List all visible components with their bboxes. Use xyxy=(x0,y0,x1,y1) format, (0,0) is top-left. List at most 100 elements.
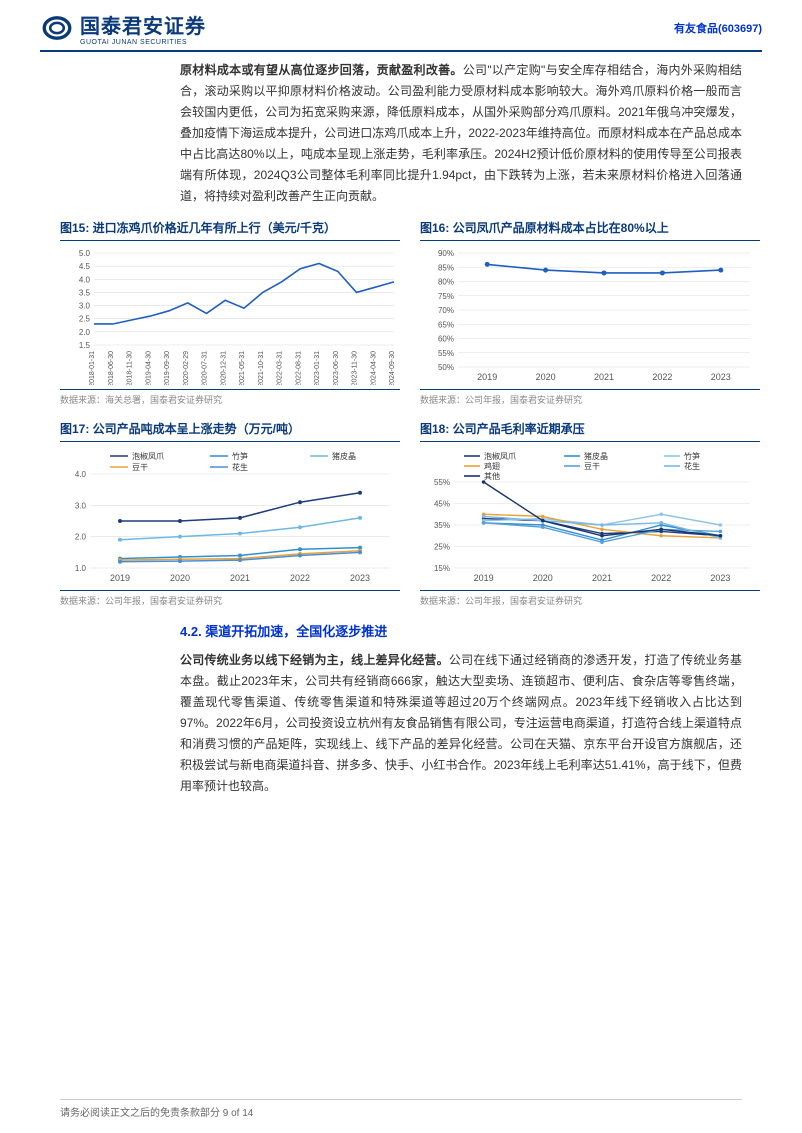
svg-text:2022-08-31: 2022-08-31 xyxy=(295,351,302,385)
fig15-source: 数据来源：海关总署，国泰君安证券研究 xyxy=(60,393,400,406)
svg-text:2020-12-31: 2020-12-31 xyxy=(220,351,227,385)
fig16-title: 图16: 公司凤爪产品原材料成本占比在80%以上 xyxy=(420,219,760,236)
fig16-chart: 50%55%60%65%70%75%80%85%90%2019202020212… xyxy=(420,240,760,390)
intro-block: 原材料成本或有望从高位逐步回落，贡献盈利改善。公司"以产定购"与安全库存相结合，… xyxy=(0,60,802,207)
svg-text:2021: 2021 xyxy=(230,573,250,583)
svg-text:2020: 2020 xyxy=(536,372,556,382)
page-footer: 请务必阅读正文之后的免责条款部分 9 of 14 xyxy=(0,1099,802,1119)
svg-text:2019-04-30: 2019-04-30 xyxy=(145,351,152,385)
section-4-2-block: 公司传统业务以线下经销为主，线上差异化经营。公司在线下通过经销商的渗透开发，打造… xyxy=(0,650,802,797)
svg-text:2023-06-30: 2023-06-30 xyxy=(333,351,340,385)
footer-rule xyxy=(60,1099,742,1100)
svg-text:猪皮晶: 猪皮晶 xyxy=(332,451,356,461)
svg-text:15%: 15% xyxy=(434,564,450,573)
svg-text:55%: 55% xyxy=(434,478,450,487)
fig18-chart: 泡椒凤爪猪皮晶竹笋鸡翅豆干花生其他15%25%35%45%55%20192020… xyxy=(420,441,760,591)
svg-text:其他: 其他 xyxy=(484,471,500,481)
chart-grid: 图15: 进口冻鸡爪价格近几年有所上行（美元/千克） 1.52.02.53.03… xyxy=(0,207,802,607)
svg-text:2.0: 2.0 xyxy=(79,328,91,337)
svg-text:3.5: 3.5 xyxy=(79,288,91,297)
section-4-2-bold: 公司传统业务以线下经销为主，线上差异化经营。 xyxy=(180,653,449,667)
svg-text:豆干: 豆干 xyxy=(584,462,600,471)
svg-text:75%: 75% xyxy=(438,292,454,301)
svg-text:90%: 90% xyxy=(438,249,454,258)
logo-text-en: GUOTAI JUNAN SECURITIES xyxy=(80,39,206,46)
fig17-cell: 图17: 公司产品吨成本呈上涨走势（万元/吨） 泡椒凤爪 竹笋 猪皮晶豆干 花生 1.0… xyxy=(60,420,400,607)
svg-text:2023: 2023 xyxy=(350,573,370,583)
section-4-2-paragraph: 公司传统业务以线下经销为主，线上差异化经营。公司在线下通过经销商的渗透开发，打造… xyxy=(180,650,742,797)
svg-text:65%: 65% xyxy=(438,320,454,329)
svg-text:2018-06-30: 2018-06-30 xyxy=(108,351,115,385)
svg-text:3.0: 3.0 xyxy=(75,501,87,510)
svg-text:2023: 2023 xyxy=(710,573,730,583)
fig17-chart: 泡椒凤爪 竹笋 猪皮晶豆干 花生 1.0 2.0 3.0 4.0 2019 2020 2021 202… xyxy=(60,441,400,591)
svg-text:2021: 2021 xyxy=(594,372,614,382)
fig17-title: 图17: 公司产品吨成本呈上涨走势（万元/吨） xyxy=(60,420,400,437)
svg-text:2021-10-31: 2021-10-31 xyxy=(258,351,265,385)
svg-text:2020-02-29: 2020-02-29 xyxy=(183,351,190,385)
svg-text:竹笋: 竹笋 xyxy=(232,451,248,461)
fig17-source: 数据来源：公司年报，国泰君安证券研究 xyxy=(60,594,400,607)
svg-text:3.0: 3.0 xyxy=(79,302,91,311)
svg-text:4.0: 4.0 xyxy=(75,470,87,479)
svg-text:2021-05-31: 2021-05-31 xyxy=(239,351,246,385)
svg-text:2023-11-30: 2023-11-30 xyxy=(352,351,359,385)
intro-paragraph: 原材料成本或有望从高位逐步回落，贡献盈利改善。公司"以产定购"与安全库存相结合，… xyxy=(180,60,742,207)
svg-text:2024-04-30: 2024-04-30 xyxy=(370,351,377,385)
fig15-chart: 1.52.02.53.03.54.04.55.02018-01-312018-0… xyxy=(60,240,400,390)
svg-text:55%: 55% xyxy=(438,349,454,358)
svg-text:50%: 50% xyxy=(438,363,454,372)
svg-text:2023-01-31: 2023-01-31 xyxy=(314,351,321,385)
svg-text:2019: 2019 xyxy=(477,372,497,382)
svg-text:5.0: 5.0 xyxy=(79,249,91,258)
fig16-source: 数据来源：公司年报，国泰君安证券研究 xyxy=(420,393,760,406)
fig18-source: 数据来源：公司年报，国泰君安证券研究 xyxy=(420,594,760,607)
fig18-cell: 图18: 公司产品毛利率近期承压 泡椒凤爪 猪皮晶 竹笋鸡翅 豆干 花生其他 15% 25%… xyxy=(420,420,760,607)
svg-text:2022: 2022 xyxy=(652,372,672,382)
svg-text:猪皮晶: 猪皮晶 xyxy=(584,451,608,461)
svg-text:2022: 2022 xyxy=(651,573,671,583)
fig15-title: 图15: 进口冻鸡爪价格近几年有所上行（美元/千克） xyxy=(60,219,400,236)
svg-text:2020-07-31: 2020-07-31 xyxy=(202,351,209,385)
svg-text:2022: 2022 xyxy=(290,573,310,583)
svg-text:4.5: 4.5 xyxy=(79,262,91,271)
stock-code: 有友食品(603697) xyxy=(674,20,762,36)
logo-icon xyxy=(40,14,74,42)
svg-text:豆干: 豆干 xyxy=(132,463,148,472)
svg-text:竹笋: 竹笋 xyxy=(684,451,700,461)
section-4-2-text: 公司在线下通过经销商的渗透开发，打造了传统业务基本盘。截止2023年末，公司共有… xyxy=(180,653,742,793)
intro-text: 公司"以产定购"与安全库存相结合，海内外采购相结合，滚动采购以平抑原材料价格波动… xyxy=(180,63,742,203)
logo-text-zh: 国泰君安证券 xyxy=(80,10,206,39)
svg-text:2022-03-31: 2022-03-31 xyxy=(277,351,284,385)
svg-text:2020: 2020 xyxy=(170,573,190,583)
svg-text:2019: 2019 xyxy=(474,573,494,583)
svg-text:2020: 2020 xyxy=(533,573,553,583)
fig16-cell: 图16: 公司凤爪产品原材料成本占比在80%以上 50%55%60%65%70%… xyxy=(420,219,760,406)
svg-text:2023: 2023 xyxy=(711,372,731,382)
intro-bold: 原材料成本或有望从高位逐步回落，贡献盈利改善。 xyxy=(180,63,463,77)
svg-text:2018-11-30: 2018-11-30 xyxy=(127,351,134,385)
svg-text:1.0: 1.0 xyxy=(75,564,87,573)
svg-text:2019: 2019 xyxy=(110,573,130,583)
svg-text:60%: 60% xyxy=(438,335,454,344)
svg-text:1.5: 1.5 xyxy=(79,341,91,350)
svg-text:2024-09-30: 2024-09-30 xyxy=(389,351,396,385)
svg-text:花生: 花生 xyxy=(684,461,700,471)
svg-text:花生: 花生 xyxy=(232,462,248,472)
page-header: 国泰君安证券 GUOTAI JUNAN SECURITIES 有友食品(6036… xyxy=(0,0,802,46)
svg-text:85%: 85% xyxy=(438,263,454,272)
header-rule xyxy=(40,50,762,52)
svg-text:45%: 45% xyxy=(434,500,450,509)
svg-text:2019-09-30: 2019-09-30 xyxy=(164,351,171,385)
footer-text: 请务必阅读正文之后的免责条款部分 9 of 14 xyxy=(60,1104,742,1119)
company-logo: 国泰君安证券 GUOTAI JUNAN SECURITIES xyxy=(40,10,206,46)
svg-text:泡椒凤爪: 泡椒凤爪 xyxy=(484,451,516,461)
fig15-cell: 图15: 进口冻鸡爪价格近几年有所上行（美元/千克） 1.52.02.53.03… xyxy=(60,219,400,406)
fig18-title: 图18: 公司产品毛利率近期承压 xyxy=(420,420,760,437)
svg-text:鸡翅: 鸡翅 xyxy=(484,461,500,471)
svg-text:2018-01-31: 2018-01-31 xyxy=(89,351,96,385)
svg-text:2.0: 2.0 xyxy=(75,533,87,542)
svg-text:泡椒凤爪: 泡椒凤爪 xyxy=(132,451,164,461)
svg-text:25%: 25% xyxy=(434,543,450,552)
section-4-2-heading: 4.2. 渠道开拓加速，全国化逐步推进 xyxy=(0,607,802,650)
